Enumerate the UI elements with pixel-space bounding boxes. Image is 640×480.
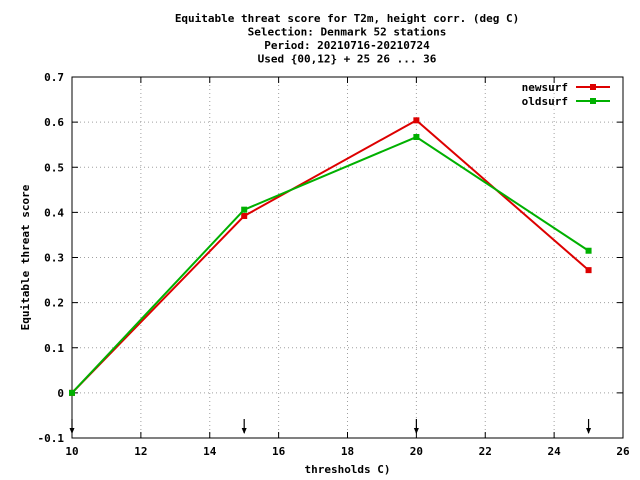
y-tick-label: 0.1 xyxy=(44,342,64,355)
legend-marker xyxy=(590,98,596,104)
legend-marker xyxy=(590,84,596,90)
chart-title: Equitable threat score for T2m, height c… xyxy=(175,12,519,66)
x-axis: 10 12 14 16 18 20 22 24 26 xyxy=(65,77,630,458)
legend-label: oldsurf xyxy=(522,95,568,108)
x-tick-label: 14 xyxy=(203,445,217,458)
y-tick-label: -0.1 xyxy=(38,432,65,445)
data-point-newsurf xyxy=(413,117,420,124)
title-line: Equitable threat score for T2m, height c… xyxy=(175,12,519,25)
series xyxy=(69,117,592,396)
threshold-arrow xyxy=(586,419,592,434)
data-point-newsurf xyxy=(241,212,248,219)
series-line-oldsurf xyxy=(71,135,590,394)
x-tick-label: 16 xyxy=(272,445,286,458)
y-tick-label: 0.5 xyxy=(44,161,64,174)
threshold-arrow xyxy=(241,419,247,434)
threshold-arrow xyxy=(69,419,75,434)
threshold-markers xyxy=(69,419,592,434)
data-point-oldsurf xyxy=(413,134,420,141)
y-tick-label: 0.6 xyxy=(44,116,64,129)
x-tick-label: 18 xyxy=(341,445,354,458)
y-tick-label: 0.4 xyxy=(44,206,64,219)
y-tick-label: 0.2 xyxy=(44,297,64,310)
data-point-oldsurf xyxy=(241,206,248,213)
x-tick-label: 12 xyxy=(134,445,147,458)
x-tick-label: 22 xyxy=(479,445,492,458)
x-tick-label: 24 xyxy=(548,445,562,458)
y-axis-label: Equitable threat score xyxy=(19,184,32,330)
x-tick-label: 20 xyxy=(410,445,423,458)
data-point-oldsurf xyxy=(585,247,592,254)
x-tick-label: 10 xyxy=(65,445,78,458)
data-point-newsurf xyxy=(585,267,592,274)
x-tick-label: 26 xyxy=(616,445,630,458)
y-axis: -0.1 0 0.1 0.2 0.3 0.4 0.5 0.6 0.7 xyxy=(38,71,623,445)
series-line-newsurf xyxy=(71,119,590,394)
grid xyxy=(72,77,623,438)
y-tick-label: 0 xyxy=(57,387,64,400)
y-tick-label: 0.3 xyxy=(44,252,64,265)
threshold-arrow xyxy=(413,419,419,434)
title-line: Used {00,12} + 25 26 ... 36 xyxy=(258,53,437,66)
title-line: Period: 20210716-20210724 xyxy=(264,39,430,52)
x-axis-label: thresholds C) xyxy=(304,463,390,476)
title-line: Selection: Denmark 52 stations xyxy=(248,26,447,39)
data-point-oldsurf xyxy=(69,389,75,396)
y-tick-label: 0.7 xyxy=(44,71,64,84)
legend-label: newsurf xyxy=(522,81,568,94)
